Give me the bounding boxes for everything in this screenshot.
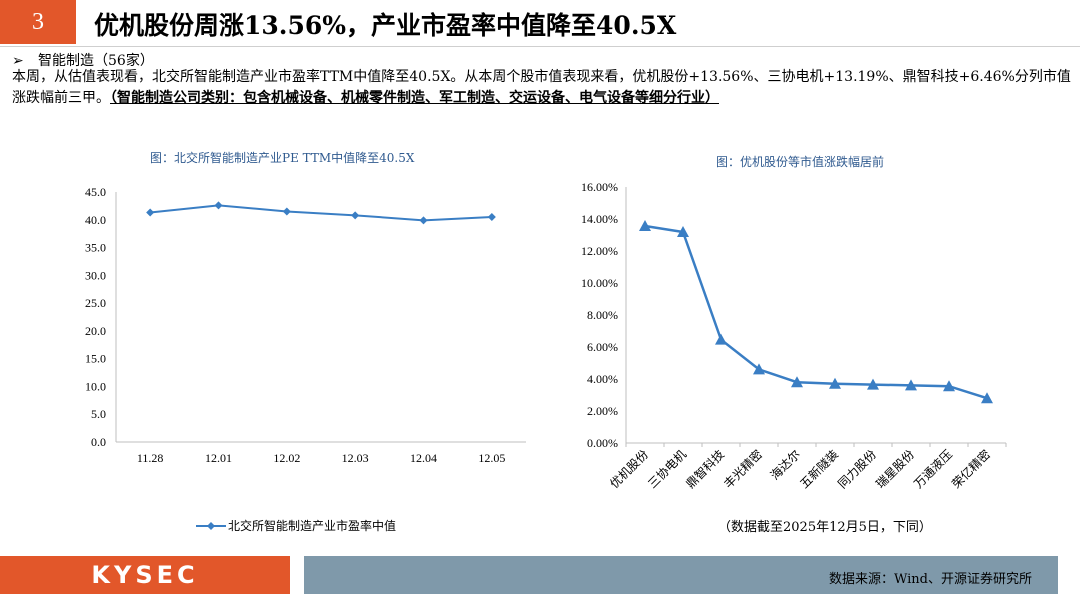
y-tick-label: 0.0: [91, 435, 106, 449]
data-point: [214, 201, 223, 210]
data-point: [829, 377, 841, 389]
x-tick-label: 丰光精密: [721, 447, 766, 492]
legend-marker-icon: [196, 521, 226, 530]
data-point: [981, 392, 993, 404]
data-point: [715, 333, 727, 345]
y-tick-label: 12.00%: [581, 244, 618, 258]
data-point: [487, 213, 496, 221]
kysec-logo: KYSEC: [91, 561, 199, 589]
x-tick-label: 鼎智科技: [683, 447, 728, 492]
data-point: [419, 216, 428, 225]
y-tick-label: 2.00%: [587, 404, 618, 418]
y-tick-label: 16.00%: [581, 180, 618, 194]
y-tick-label: 0.00%: [587, 436, 618, 450]
data-point: [677, 225, 689, 237]
right-chart-caption: 图：优机股份等市值涨跌幅居前: [716, 155, 885, 169]
y-tick-label: 35.0: [85, 241, 106, 255]
section-heading: ➢ 智能制造（56家）: [12, 50, 154, 70]
x-tick-label: 五新隧装: [797, 447, 842, 492]
section-title: 智能制造（56家）: [38, 53, 154, 69]
x-tick-label: 海达尔: [767, 447, 803, 483]
x-tick-label: 三协电机: [645, 447, 690, 492]
data-point: [282, 207, 291, 216]
y-tick-label: 45.0: [85, 185, 106, 199]
footer-logo-bar: KYSEC: [0, 556, 290, 594]
left-chart-legend: 北交所智能制造产业市盈率中值: [196, 517, 396, 534]
legend-label: 北交所智能制造产业市盈率中值: [228, 519, 397, 533]
y-tick-label: 40.0: [85, 213, 106, 227]
y-tick-label: 14.00%: [581, 212, 618, 226]
data-source: 数据来源：Wind、开源证券研究所: [829, 572, 1032, 587]
data-point: [867, 378, 879, 390]
pe-median-line-chart: 0.0 5.0 10.0 15.0 20.0 25.0 30.0 35.0 40.0 45.0 11…: [85, 185, 526, 465]
footer-source-bar: 数据来源：Wind、开源证券研究所: [304, 556, 1058, 594]
data-point: [753, 363, 765, 375]
data-point: [351, 211, 360, 220]
arrow-bullet-icon: ➢: [12, 53, 24, 69]
page-title: 优机股份周涨13.56%，产业市盈率中值降至40.5X: [94, 11, 677, 40]
data-point: [791, 376, 803, 388]
x-tick-label: 瑞星股份: [873, 447, 917, 491]
market-cap-change-line-chart: 0.00% 2.00% 4.00% 6.00% 8.00% 10.00% 12.00% 14.…: [581, 180, 1007, 492]
slide-number: 3: [0, 0, 76, 44]
y-tick-label: 30.0: [85, 268, 106, 282]
category-note: （智能制造公司类别：包含机械设备、机械零件制造、军工制造、交运设备、电气设备等细…: [110, 90, 719, 106]
x-tick-label: 同力股份: [835, 447, 879, 491]
series-line: [644, 224, 988, 400]
x-tick-label: 12.04: [410, 451, 437, 465]
data-point: [146, 208, 155, 217]
x-tick-label: 12.02: [273, 451, 300, 465]
left-chart-caption: 图：北交所智能制造产业PE TTM中值降至40.5X: [150, 151, 415, 165]
y-tick-label: 15.0: [85, 352, 106, 366]
x-tick-label: 荣亿精密: [949, 447, 994, 492]
description-text: 本周，从估值表现看，北交所智能制造产业市盈率TTM中值降至40.5X。从本周个股…: [12, 69, 1071, 106]
y-tick-label: 5.0: [91, 407, 106, 421]
description-paragraph: 本周，从估值表现看，北交所智能制造产业市盈率TTM中值降至40.5X。从本周个股…: [12, 67, 1072, 109]
y-tick-label: 10.0: [85, 379, 106, 393]
y-tick-label: 6.00%: [587, 340, 618, 354]
y-tick-label: 10.00%: [581, 276, 618, 290]
header-divider: [0, 46, 1080, 47]
x-tick-label: 11.28: [137, 451, 164, 465]
x-tick-label: 12.01: [205, 451, 232, 465]
data-cutoff-note: （数据截至2025年12月5日，下同）: [718, 520, 932, 535]
y-tick-label: 20.0: [85, 324, 106, 338]
data-point: [905, 379, 917, 391]
x-tick-label: 优机股份: [607, 447, 651, 491]
series-line: [150, 204, 492, 222]
y-tick-label: 8.00%: [587, 308, 618, 322]
y-tick-label: 25.0: [85, 296, 106, 310]
y-tick-label: 4.00%: [587, 372, 618, 386]
data-point: [639, 220, 651, 232]
x-tick-label: 12.05: [478, 451, 505, 465]
data-point: [943, 380, 955, 392]
x-tick-label: 万通液压: [911, 447, 956, 492]
x-tick-label: 12.03: [342, 451, 369, 465]
